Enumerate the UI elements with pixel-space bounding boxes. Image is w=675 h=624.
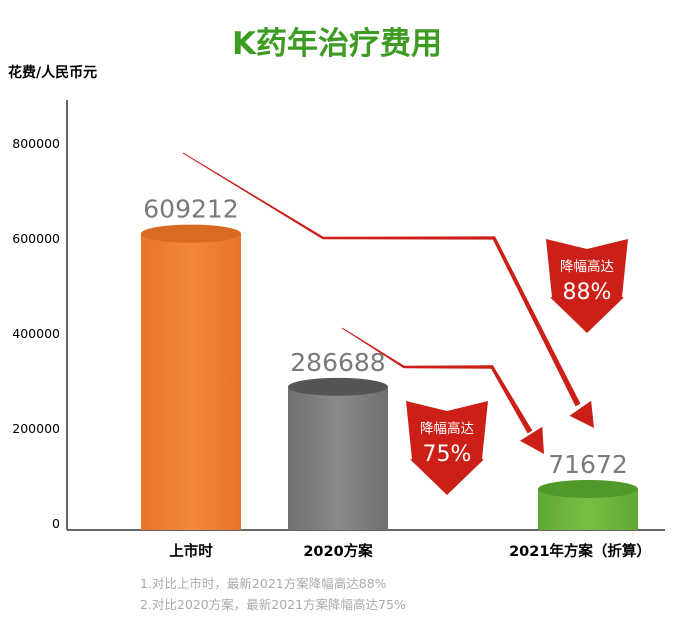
y-tick-label: 400000 bbox=[12, 326, 60, 341]
y-axis-label: 花费/人民币元 bbox=[8, 64, 97, 81]
reduction-badge-0 bbox=[546, 239, 628, 333]
bar-1 bbox=[288, 386, 388, 530]
bar-value-label-0: 609212 bbox=[143, 195, 238, 224]
y-tick-label: 0 bbox=[52, 516, 60, 531]
footnote-2: 2.对比2020方案，最新2021方案降幅高达75% bbox=[140, 597, 406, 612]
bar-top-0 bbox=[141, 224, 241, 243]
x-tick-label-1: 2020方案 bbox=[303, 542, 373, 560]
arrow-88-head bbox=[569, 400, 594, 428]
chart-title: K药年治疗费用 bbox=[232, 26, 442, 62]
arrow-75-head bbox=[520, 426, 544, 454]
footnote-1: 1.对比上市时，最新2021方案降幅高达88% bbox=[140, 576, 387, 591]
x-tick-label-2: 2021年方案（折算） bbox=[509, 542, 651, 560]
bar-top-2 bbox=[538, 479, 638, 498]
reduction-badge-value-1: 75% bbox=[423, 442, 472, 467]
x-tick-label-0: 上市时 bbox=[169, 542, 213, 560]
reduction-badge-text-1: 降幅高达 bbox=[420, 420, 474, 437]
reduction-badge-text-0: 降幅高达 bbox=[560, 258, 614, 275]
reduction-badge-1 bbox=[406, 401, 488, 495]
reduction-badge-value-0: 88% bbox=[563, 280, 612, 305]
y-tick-label: 200000 bbox=[12, 421, 60, 436]
y-tick-label: 800000 bbox=[12, 136, 60, 151]
bar-top-1 bbox=[288, 377, 388, 396]
bar-value-label-2: 71672 bbox=[548, 450, 628, 479]
bar-0 bbox=[141, 233, 241, 530]
y-tick-label: 600000 bbox=[12, 231, 60, 246]
bar-value-label-1: 286688 bbox=[290, 348, 385, 377]
